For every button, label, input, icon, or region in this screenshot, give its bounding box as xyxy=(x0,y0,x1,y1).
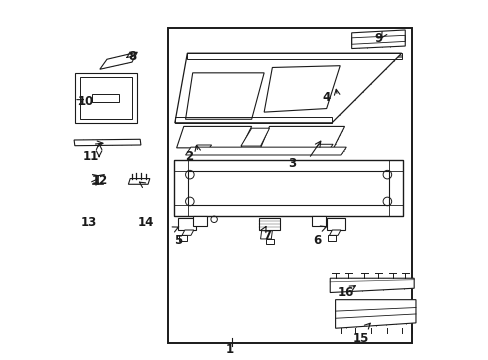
Polygon shape xyxy=(188,171,388,205)
Polygon shape xyxy=(178,217,196,230)
Polygon shape xyxy=(264,66,340,112)
Text: 2: 2 xyxy=(184,150,193,163)
Polygon shape xyxy=(192,216,206,226)
Polygon shape xyxy=(179,235,187,241)
Text: 12: 12 xyxy=(92,174,108,186)
Polygon shape xyxy=(335,300,415,328)
Polygon shape xyxy=(175,53,401,123)
Polygon shape xyxy=(326,217,344,230)
Polygon shape xyxy=(182,230,193,235)
Polygon shape xyxy=(260,126,344,148)
Text: 7: 7 xyxy=(263,229,271,242)
Text: 13: 13 xyxy=(81,216,97,229)
Text: 14: 14 xyxy=(138,216,154,229)
Polygon shape xyxy=(194,145,211,149)
Text: 8: 8 xyxy=(127,50,136,63)
Text: 4: 4 xyxy=(322,91,330,104)
Polygon shape xyxy=(128,179,149,184)
Polygon shape xyxy=(258,217,280,230)
Polygon shape xyxy=(173,160,403,216)
Text: 3: 3 xyxy=(288,157,296,170)
Polygon shape xyxy=(327,235,335,241)
Polygon shape xyxy=(241,128,269,146)
Polygon shape xyxy=(185,73,264,119)
Polygon shape xyxy=(351,30,405,49)
Polygon shape xyxy=(329,278,413,293)
Text: 15: 15 xyxy=(352,333,368,346)
Polygon shape xyxy=(100,52,137,69)
Polygon shape xyxy=(185,147,346,155)
Text: 11: 11 xyxy=(82,150,99,163)
Text: 10: 10 xyxy=(77,95,94,108)
Text: 5: 5 xyxy=(174,234,182,247)
Polygon shape xyxy=(329,230,340,235)
Text: 6: 6 xyxy=(313,234,321,247)
Text: 9: 9 xyxy=(374,32,382,45)
Polygon shape xyxy=(265,239,274,244)
Text: 16: 16 xyxy=(337,286,354,299)
Polygon shape xyxy=(260,231,272,239)
Text: 1: 1 xyxy=(225,343,234,356)
Polygon shape xyxy=(176,126,251,148)
Polygon shape xyxy=(74,139,141,146)
Polygon shape xyxy=(312,216,325,226)
Polygon shape xyxy=(315,144,332,148)
Polygon shape xyxy=(75,73,137,123)
